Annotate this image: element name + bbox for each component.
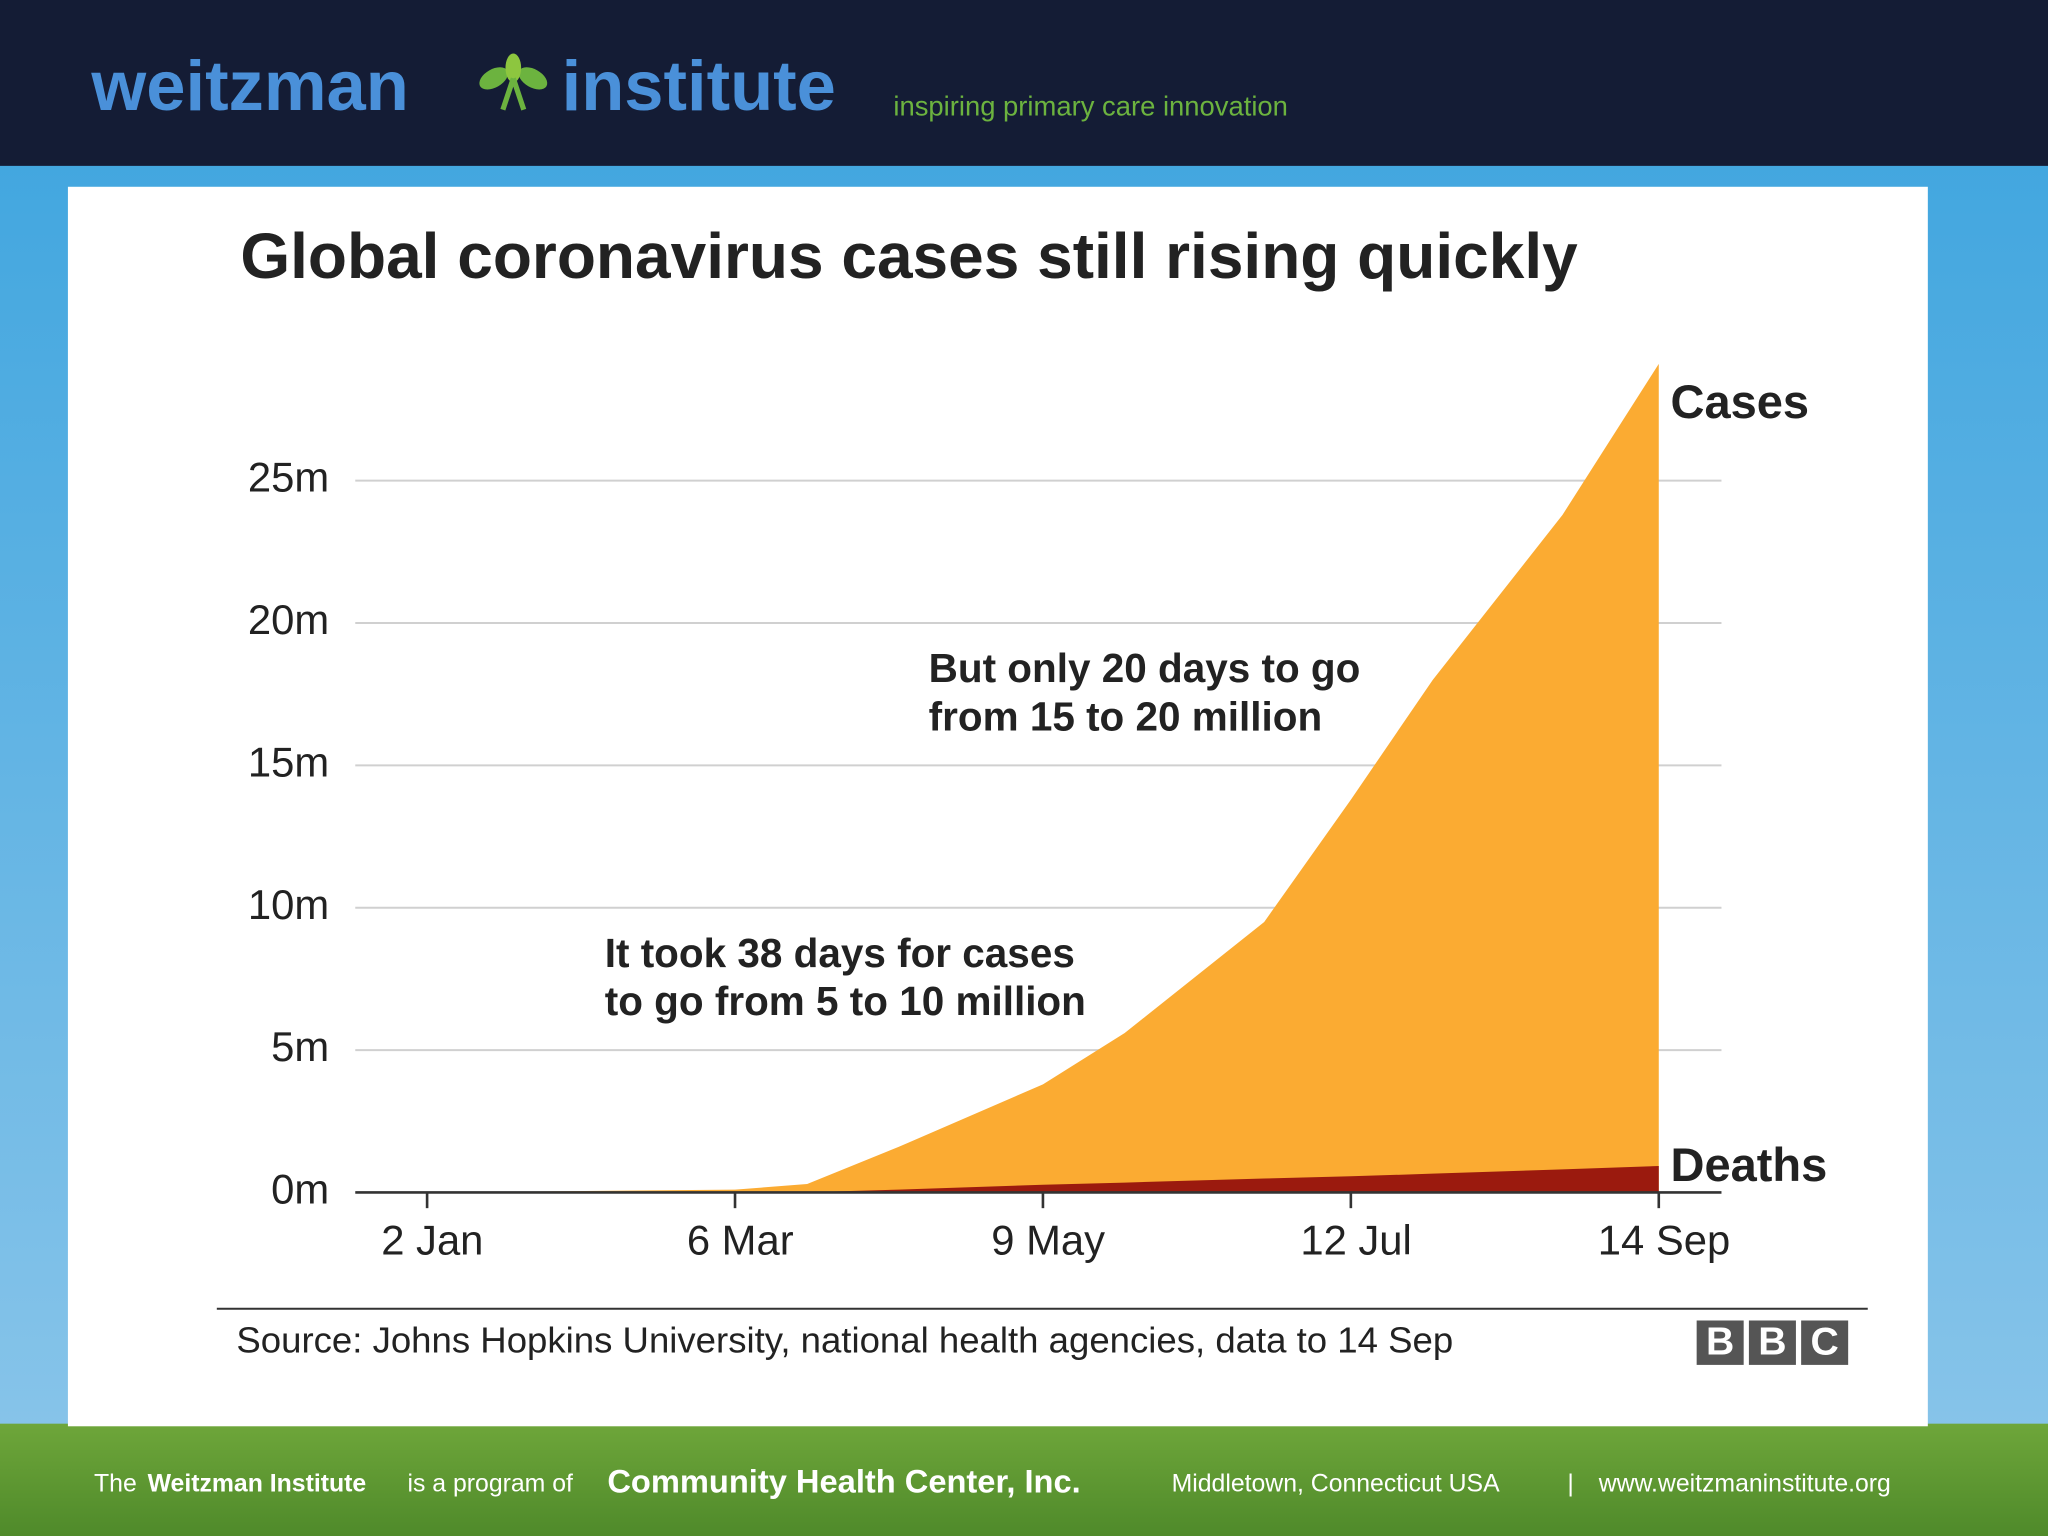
footer-org: Weitzman Institute [148,1471,367,1498]
footer-text: The [94,1471,137,1498]
series-label: Cases [1671,375,1810,428]
logo-letter: C [1811,1320,1839,1363]
footer-separator: | [1567,1471,1573,1498]
annotation: to go from 5 to 10 million [605,978,1086,1024]
x-tick-label: 6 Mar [687,1216,794,1263]
logo-box [1696,1320,1744,1365]
y-tick-label: 0m [271,1166,329,1213]
footer-url: www.weitzmaninstitute.org [1598,1471,1891,1498]
tagline: inspiring primary care innovation [893,91,1288,122]
y-tick-label: 10m [248,881,329,928]
footer-parent: Community Health Center, Inc. [607,1462,1080,1499]
header-bar [0,0,2048,166]
x-tick-label: 12 Jul [1300,1216,1412,1263]
area [427,363,1659,1193]
y-tick-label: 20m [248,596,329,643]
x-tick-label: 2 Jan [381,1216,483,1263]
logo-box [1801,1320,1849,1365]
annotation: But only 20 days to go [929,645,1361,691]
y-tick-label: 5m [271,1023,329,1070]
brand-right: institute [562,46,836,125]
footer-text: is a program of [408,1471,573,1498]
annotation: from 15 to 20 million [929,693,1323,739]
x-tick-label: 9 May [991,1216,1105,1263]
footer-bar [0,1423,2048,1536]
area [427,1165,1659,1193]
chart-title: Global coronavirus cases still rising qu… [240,220,1578,292]
annotation: It took 38 days for cases [605,930,1075,976]
brand-left: weitzman [90,46,408,125]
footer-location: Middletown, Connecticut USA [1172,1471,1500,1498]
x-tick-label: 14 Sep [1598,1216,1730,1263]
y-tick-label: 15m [248,738,329,785]
series-label: Deaths [1671,1138,1828,1191]
logo-box [1748,1320,1796,1365]
y-tick-label: 25m [248,454,329,501]
source: Source: Johns Hopkins University, nation… [236,1319,1453,1360]
logo-letter: B [1758,1320,1786,1363]
leaf-icon [479,53,548,111]
logo-letter: B [1706,1320,1734,1363]
